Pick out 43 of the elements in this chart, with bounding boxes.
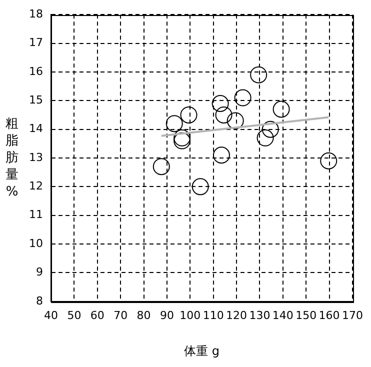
point <box>166 115 183 132</box>
point <box>250 66 268 84</box>
y-tick-label: 17 <box>29 36 43 50</box>
point <box>320 152 338 170</box>
x-tick-label: 90 <box>160 308 174 322</box>
point <box>272 100 290 118</box>
point <box>256 129 274 146</box>
x-tick-label: 140 <box>272 308 294 322</box>
y-tick-label: 14 <box>29 122 43 136</box>
x-axis-title: 体重 g <box>184 344 220 358</box>
point <box>212 146 230 164</box>
x-tick-label: 100 <box>180 308 201 322</box>
y-tick-label: 16 <box>29 64 43 78</box>
point <box>262 120 279 138</box>
point <box>234 89 252 106</box>
point <box>192 178 209 196</box>
x-tick-label: 80 <box>136 308 151 322</box>
x-tick-label: 60 <box>90 308 104 322</box>
x-tick-label: 150 <box>296 308 317 322</box>
point <box>226 112 244 130</box>
x-tick-label: 130 <box>249 308 270 322</box>
x-tick-label: 120 <box>226 308 248 322</box>
point <box>152 158 170 176</box>
y-tick-label: 15 <box>29 94 43 106</box>
y-tick-label: 11 <box>29 208 43 222</box>
x-tick-label: 170 <box>342 308 363 322</box>
x-tick-label: 70 <box>114 308 128 322</box>
point <box>174 132 191 150</box>
point <box>212 95 229 112</box>
y-axis-title: 粗脂肪量% <box>6 116 18 200</box>
y-tick-label: 8 <box>36 294 43 308</box>
point <box>180 106 198 124</box>
y-tick-label: 13 <box>29 150 43 164</box>
y-tick-label: 10 <box>29 236 43 250</box>
x-tick-label: 110 <box>202 308 224 322</box>
y-tick-label: 12 <box>29 180 43 193</box>
x-tick-label: 40 <box>44 308 58 322</box>
y-tick-label: 9 <box>36 266 43 279</box>
point <box>215 106 232 124</box>
point <box>174 129 191 146</box>
y-tick-label: 18 <box>29 7 43 20</box>
x-tick-label: 50 <box>67 308 82 322</box>
x-tick-label: 160 <box>318 308 340 322</box>
